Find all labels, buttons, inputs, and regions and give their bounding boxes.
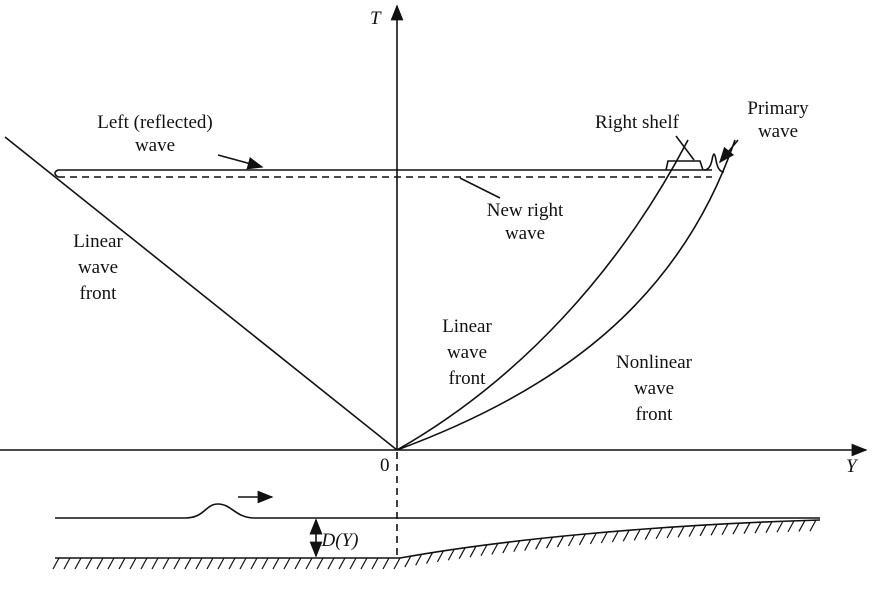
- left-front: [5, 137, 397, 450]
- hatch-line: [568, 535, 574, 546]
- hatch-line: [492, 543, 498, 554]
- hatch-line: [700, 525, 706, 536]
- label: Linear: [73, 231, 123, 252]
- hatch-line: [240, 558, 246, 569]
- primary-wave: [704, 154, 724, 172]
- hatch-line: [777, 521, 783, 532]
- hatch-line: [141, 558, 147, 569]
- hatch-line: [229, 558, 235, 569]
- hatch-line: [733, 523, 739, 534]
- hatch-line: [481, 545, 487, 556]
- label: Nonlinear: [616, 352, 693, 373]
- label: wave: [758, 121, 798, 142]
- hatch-line: [174, 558, 180, 569]
- hatch-line: [470, 546, 476, 557]
- hatch-line: [656, 528, 662, 539]
- hatch-line: [163, 558, 169, 569]
- label: wave: [447, 342, 487, 363]
- hatch-line: [525, 540, 531, 551]
- axis-label: Y: [846, 456, 859, 477]
- label: Linear: [442, 316, 492, 337]
- hatch-line: [645, 529, 651, 540]
- hatch-line: [810, 520, 816, 531]
- hatch-line: [262, 558, 268, 569]
- hatching: [53, 520, 816, 569]
- hatch-line: [744, 523, 750, 534]
- hatch-line: [328, 558, 334, 569]
- hatch-line: [667, 527, 673, 538]
- leader: [218, 155, 262, 167]
- hatch-line: [86, 558, 92, 569]
- label: Primary: [747, 98, 809, 119]
- hatch-line: [64, 558, 70, 569]
- hatch-line: [196, 558, 202, 569]
- label: front: [636, 404, 674, 425]
- hatch-line: [350, 558, 356, 569]
- axis-label: T: [370, 8, 382, 29]
- hatch-line: [152, 558, 158, 569]
- hatch-line: [503, 542, 509, 553]
- label: D(Y): [321, 530, 359, 551]
- hatch-line: [448, 549, 454, 560]
- hatch-line: [218, 558, 224, 569]
- hatch-line: [97, 558, 103, 569]
- water-surface: [55, 504, 820, 518]
- hatch-line: [306, 558, 312, 569]
- hatch-line: [601, 532, 607, 543]
- label: wave: [505, 223, 545, 244]
- hatch-line: [361, 558, 367, 569]
- hatch-line: [722, 524, 728, 535]
- origin-label: 0: [380, 455, 390, 476]
- hatch-line: [251, 558, 257, 569]
- hatch-line: [689, 526, 695, 537]
- hatch-line: [394, 558, 400, 569]
- reflected-wave: [55, 170, 712, 177]
- hatch-line: [437, 551, 443, 562]
- hatch-line: [119, 558, 125, 569]
- hatch-line: [766, 522, 772, 533]
- leader: [460, 178, 500, 198]
- hatch-line: [273, 558, 279, 569]
- hatch-line: [295, 558, 301, 569]
- label: wave: [634, 378, 674, 399]
- label: Left (reflected): [97, 112, 213, 133]
- hatch-line: [514, 541, 520, 552]
- hatch-line: [557, 536, 563, 547]
- hatch-line: [108, 558, 114, 569]
- label: wave: [78, 257, 118, 278]
- label: front: [449, 368, 487, 389]
- hatch-line: [75, 558, 81, 569]
- hatch-line: [383, 558, 389, 569]
- label: wave: [135, 135, 175, 156]
- diagram: T Y 0 Left (reflected)waveRight shelfPri…: [0, 0, 873, 606]
- hatch-line: [590, 533, 596, 544]
- hatch-line: [579, 534, 585, 545]
- hatch-line: [612, 531, 618, 542]
- hatch-line: [130, 558, 136, 569]
- hatch-line: [755, 522, 761, 533]
- hatch-line: [53, 558, 59, 569]
- hatch-line: [634, 529, 640, 540]
- label: Right shelf: [595, 112, 680, 133]
- hatch-line: [427, 553, 433, 564]
- hatch-line: [788, 521, 794, 532]
- hatch-line: [799, 520, 805, 531]
- hatch-line: [372, 558, 378, 569]
- nonlinear-front: [397, 140, 735, 450]
- label: front: [80, 283, 118, 304]
- hatch-line: [711, 524, 717, 535]
- hatch-line: [284, 558, 290, 569]
- hatch-line: [207, 558, 213, 569]
- label: New right: [487, 200, 564, 221]
- hatch-line: [678, 526, 684, 537]
- hatch-line: [317, 558, 323, 569]
- hatch-line: [623, 530, 629, 541]
- hatch-line: [185, 558, 191, 569]
- hatch-line: [339, 558, 345, 569]
- hatch-line: [459, 548, 465, 559]
- hatch-line: [547, 537, 553, 548]
- hatch-line: [536, 538, 542, 549]
